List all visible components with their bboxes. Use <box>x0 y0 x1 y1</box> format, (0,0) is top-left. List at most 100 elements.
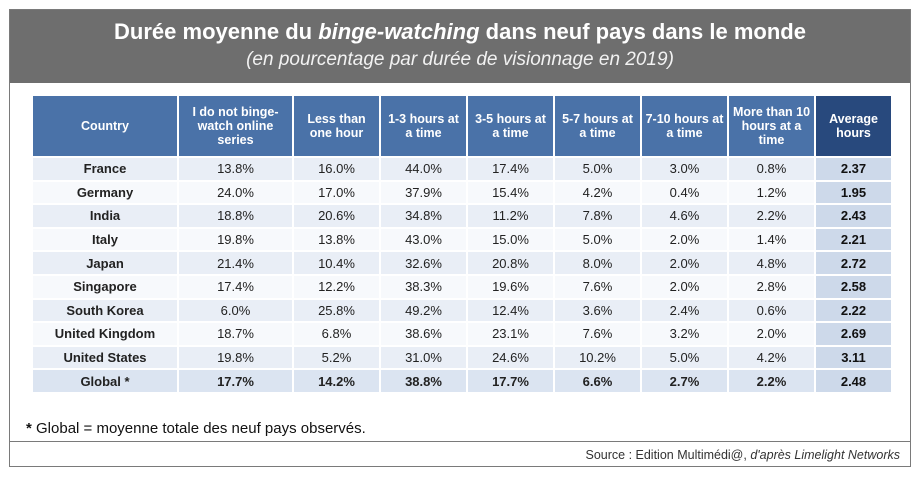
value-cell: 18.7% <box>179 323 292 345</box>
value-cell: 25.8% <box>294 299 379 322</box>
table-row: United Kingdom 18.7% 6.8% 38.6% 23.1% 7.6% 3.2… <box>33 323 891 345</box>
source-prefix: Source : Edition Multimédi@, <box>585 448 751 462</box>
title-banner: Durée moyenne du binge-watching dans neu… <box>10 10 910 83</box>
average-cell: 2.69 <box>816 323 891 345</box>
value-cell: 2.0% <box>729 323 814 345</box>
value-cell: 12.2% <box>294 275 379 298</box>
average-cell: 2.37 <box>816 158 891 180</box>
value-cell: 15.4% <box>468 181 553 204</box>
value-cell: 0.8% <box>729 158 814 180</box>
value-cell: 0.6% <box>729 299 814 322</box>
value-cell: 3.0% <box>642 158 727 180</box>
value-cell: 4.8% <box>729 252 814 274</box>
value-cell: 31.0% <box>381 346 466 369</box>
value-cell: 2.2% <box>729 205 814 227</box>
value-cell: 5.0% <box>642 346 727 369</box>
average-cell: 2.21 <box>816 228 891 251</box>
value-cell: 17.7% <box>179 370 292 392</box>
value-cell: 19.8% <box>179 346 292 369</box>
value-cell: 5.2% <box>294 346 379 369</box>
value-cell: 7.8% <box>555 205 640 227</box>
title-part-2: dans neuf pays dans le monde <box>479 19 806 44</box>
value-cell: 10.4% <box>294 252 379 274</box>
value-cell: 38.6% <box>381 323 466 345</box>
table-row: Japan 21.4% 10.4% 32.6% 20.8% 8.0% 2.0% 4.8% 2.7… <box>33 252 891 274</box>
value-cell: 6.0% <box>179 299 292 322</box>
table-row: France 13.8% 16.0% 44.0% 17.4% 5.0% 3.0% 0.8% 2.… <box>33 158 891 180</box>
country-cell: France <box>33 158 177 180</box>
value-cell: 2.2% <box>729 370 814 392</box>
table-row: United States 19.8% 5.2% 31.0% 24.6% 10.2% 5.0… <box>33 346 891 369</box>
value-cell: 15.0% <box>468 228 553 251</box>
table-row: Singapore 17.4% 12.2% 38.3% 19.6% 7.6% 2.0% 2.8… <box>33 275 891 298</box>
column-header-5: 5-7 hours at a time <box>555 96 640 156</box>
column-header-8: Average hours <box>816 96 891 156</box>
value-cell: 20.8% <box>468 252 553 274</box>
value-cell: 16.0% <box>294 158 379 180</box>
infographic-frame: Durée moyenne du binge-watching dans neu… <box>9 9 911 467</box>
value-cell: 14.2% <box>294 370 379 392</box>
table-row: Germany 24.0% 17.0% 37.9% 15.4% 4.2% 0.4% 1.2% 1… <box>33 181 891 204</box>
table-body: France 13.8% 16.0% 44.0% 17.4% 5.0% 3.0% 0.8% 2.… <box>33 158 891 392</box>
source-credit: Source : Edition Multimédi@, d'après Lim… <box>585 448 900 462</box>
value-cell: 11.2% <box>468 205 553 227</box>
header-row: Country I do not binge-watch online serie… <box>33 96 891 156</box>
value-cell: 20.6% <box>294 205 379 227</box>
average-cell: 1.95 <box>816 181 891 204</box>
value-cell: 17.7% <box>468 370 553 392</box>
column-header-0: Country <box>33 96 177 156</box>
value-cell: 34.8% <box>381 205 466 227</box>
value-cell: 3.6% <box>555 299 640 322</box>
value-cell: 13.8% <box>179 158 292 180</box>
value-cell: 3.2% <box>642 323 727 345</box>
value-cell: 7.6% <box>555 323 640 345</box>
value-cell: 5.0% <box>555 158 640 180</box>
value-cell: 43.0% <box>381 228 466 251</box>
value-cell: 37.9% <box>381 181 466 204</box>
table-row: India 18.8% 20.6% 34.8% 11.2% 7.8% 4.6% 2.2% 2.4… <box>33 205 891 227</box>
data-table: Country I do not binge-watch online serie… <box>31 94 893 394</box>
divider <box>10 441 910 442</box>
value-cell: 4.2% <box>555 181 640 204</box>
value-cell: 6.6% <box>555 370 640 392</box>
value-cell: 2.0% <box>642 252 727 274</box>
value-cell: 49.2% <box>381 299 466 322</box>
average-cell: 2.48 <box>816 370 891 392</box>
value-cell: 21.4% <box>179 252 292 274</box>
column-header-3: 1-3 hours at a time <box>381 96 466 156</box>
value-cell: 19.8% <box>179 228 292 251</box>
title-emphasis: binge-watching <box>318 19 480 44</box>
value-cell: 32.6% <box>381 252 466 274</box>
value-cell: 24.0% <box>179 181 292 204</box>
value-cell: 6.8% <box>294 323 379 345</box>
value-cell: 1.2% <box>729 181 814 204</box>
value-cell: 24.6% <box>468 346 553 369</box>
chart-subtitle: (en pourcentage par durée de visionnage … <box>246 49 674 70</box>
country-cell: Japan <box>33 252 177 274</box>
value-cell: 10.2% <box>555 346 640 369</box>
value-cell: 2.4% <box>642 299 727 322</box>
country-cell: South Korea <box>33 299 177 322</box>
footnote: * Global = moyenne totale des neuf pays … <box>26 420 366 437</box>
average-cell: 2.72 <box>816 252 891 274</box>
country-cell: Singapore <box>33 275 177 298</box>
column-header-1: I do not binge-watch online series <box>179 96 292 156</box>
value-cell: 8.0% <box>555 252 640 274</box>
value-cell: 17.4% <box>468 158 553 180</box>
value-cell: 17.0% <box>294 181 379 204</box>
column-header-6: 7-10 hours at a time <box>642 96 727 156</box>
column-header-2: Less than one hour <box>294 96 379 156</box>
column-header-7: More than 10 hours at a time <box>729 96 814 156</box>
country-cell: United States <box>33 346 177 369</box>
value-cell: 4.2% <box>729 346 814 369</box>
value-cell: 19.6% <box>468 275 553 298</box>
footnote-text: Global = moyenne totale des neuf pays ob… <box>31 420 366 437</box>
value-cell: 2.7% <box>642 370 727 392</box>
value-cell: 2.8% <box>729 275 814 298</box>
value-cell: 17.4% <box>179 275 292 298</box>
average-cell: 2.43 <box>816 205 891 227</box>
value-cell: 2.0% <box>642 228 727 251</box>
value-cell: 38.3% <box>381 275 466 298</box>
table-row: South Korea 6.0% 25.8% 49.2% 12.4% 3.6% 2.4% 0.… <box>33 299 891 322</box>
value-cell: 2.0% <box>642 275 727 298</box>
